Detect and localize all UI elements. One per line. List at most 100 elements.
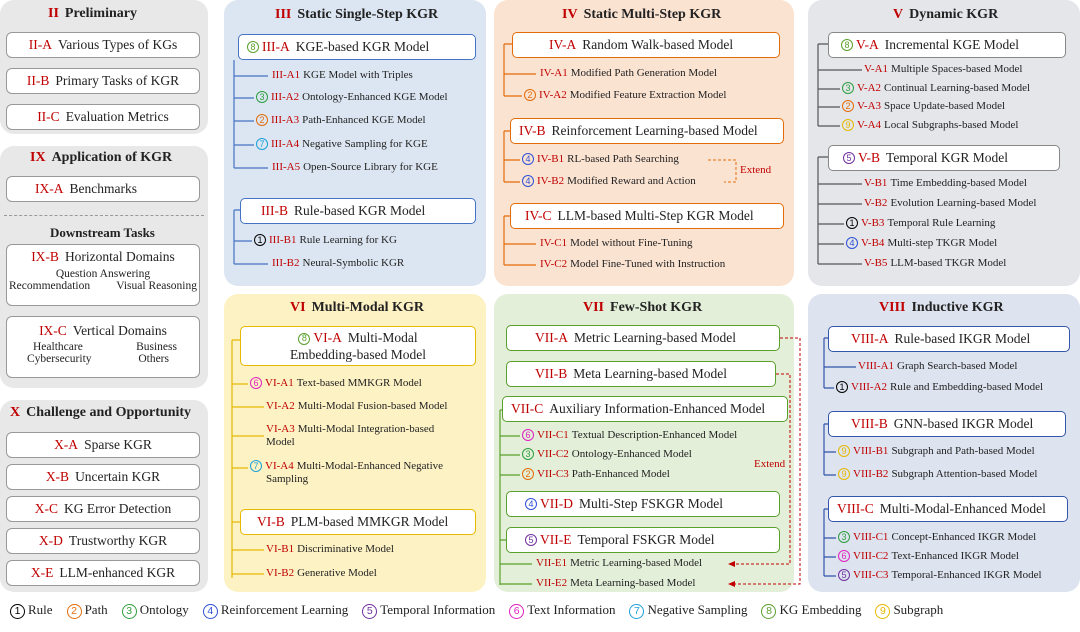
item-V-A1: V-A1 Multiple Spaces-based Model (864, 63, 1023, 75)
item-V-A4: 9 V-A4 Local Subgraphs-based Model (842, 119, 1018, 132)
item-VIII-C3: 5 VIII-C3 Temporal-Enhanced IKGR Model (838, 569, 1042, 582)
box-X-D: X-D Trustworthy KGR (6, 528, 200, 554)
item-III-A3: 2 III-A3 Path-Enhanced KGE Model (256, 114, 426, 127)
box-V-B: 5 V-B Temporal KGR Model (828, 145, 1060, 171)
legend-negative-sampling: 7 Negative Sampling (629, 602, 747, 619)
item-VI-B1: VI-B1 Discriminative Model (266, 543, 394, 555)
reinforcement-learning-icon: 4 (522, 153, 534, 166)
item-IV-C2: IV-C2 Model Fine-Tuned with Instruction (540, 258, 726, 270)
box-VIII-A: VIII-A Rule-based IKGR Model (828, 326, 1070, 352)
box-II-A: II-A Various Types of KGs (6, 32, 200, 58)
box-IX-B: IX-B Horizontal Domains Question Answerin… (6, 244, 200, 306)
path-icon: 2 (524, 89, 536, 102)
rule-icon: 1 (846, 217, 858, 230)
box-X-B: X-B Uncertain KGR (6, 464, 200, 490)
item-VIII-C2: 6 VIII-C2 Text-Enhanced IKGR Model (838, 550, 1019, 563)
item-III-A4: 7 III-A4 Negative Sampling for KGE (256, 138, 428, 151)
challenge-title: X Challenge and Opportunity (10, 405, 192, 420)
item-VI-A1: 6 VI-A1 Text-based MMKGR Model (250, 377, 422, 390)
s5-title: V Dynamic KGR (893, 7, 999, 22)
ontology-icon: 3 (838, 531, 850, 544)
subgraph-icon: 9 (838, 468, 850, 481)
item-VII-E2: VII-E2 Meta Learning-based Model (536, 577, 696, 589)
s8-title: VIII Inductive KGR (879, 300, 1004, 315)
box-X-A: X-A Sparse KGR (6, 432, 200, 458)
path-icon: 2 (522, 468, 534, 481)
kg-embedding-icon: 8 (247, 41, 259, 53)
item-V-B4: 4 V-B4 Multi-step TKGR Model (846, 237, 997, 250)
item-IV-A1: IV-A1 Modified Path Generation Model (540, 67, 718, 79)
box-VI-B: VI-B PLM-based MMKGR Model (240, 509, 476, 535)
item-VIII-B1: 9 VIII-B1 Subgraph and Path-based Model (838, 445, 1035, 458)
box-VIII-C: VIII-C Multi-Modal-Enhanced Model (828, 496, 1068, 522)
item-V-B1: V-B1 Time Embedding-based Model (864, 177, 1027, 189)
temporal-information-icon: 5 (362, 603, 378, 619)
item-VII-C1: 6 VII-C1 Textual Description-Enhanced Mode… (522, 429, 737, 442)
legend-rule: 1 Rule (10, 602, 53, 619)
subgraph-icon: 9 (838, 445, 850, 458)
item-III-A5: III-A5 Open-Source Library for KGE (272, 161, 438, 173)
text-information-icon: 6 (509, 603, 525, 619)
item-IV-B1: 4 IV-B1 RL-based Path Searching (522, 153, 679, 166)
reinforcement-learning-icon: 4 (522, 175, 534, 188)
box-VII-A: VII-A Metric Learning-based Model (506, 325, 780, 351)
extend-label-iv: Extend (740, 164, 772, 176)
box-VI-A: 8 VI-A Multi-Modal Embedding-based Model (240, 326, 476, 366)
item-IV-C1: IV-C1 Model without Fine-Tuning (540, 237, 693, 249)
item-V-B5: V-B5 LLM-based TKGR Model (864, 257, 1007, 269)
kg-embedding-icon: 8 (761, 603, 777, 619)
kg-embedding-icon: 8 (841, 39, 853, 51)
legend-kg-embedding: 8 KG Embedding (761, 602, 861, 619)
reinforcement-learning-icon: 4 (846, 237, 858, 250)
item-IV-B2: 4 IV-B2 Modified Reward and Action (522, 175, 696, 188)
text-information-icon: 6 (250, 377, 262, 390)
ontology-icon: 3 (256, 91, 268, 104)
temporal-information-icon: 5 (843, 152, 855, 164)
rule-icon: 1 (10, 603, 25, 619)
application-title: IX Application of KGR (30, 150, 173, 165)
item-III-B2: III-B2 Neural-Symbolic KGR (272, 257, 405, 269)
box-VII-D: 4 VII-D Multi-Step FSKGR Model (506, 491, 780, 517)
kg-embedding-icon: 8 (298, 332, 311, 345)
item-VIII-C1: 3 VIII-C1 Concept-Enhanced IKGR Model (838, 531, 1036, 544)
item-VII-C2: 3 VII-C2 Ontology-Enhanced Model (522, 448, 692, 461)
negative-sampling-icon: 7 (250, 460, 262, 473)
negative-sampling-icon: 7 (629, 603, 645, 619)
ontology-icon: 3 (842, 82, 854, 95)
item-VI-A3: VI-A3 Multi-Modal Integration-based Model (266, 423, 435, 448)
path-icon: 2 (256, 114, 268, 127)
ontology-icon: 3 (121, 603, 137, 619)
box-IX-C: IX-C Vertical Domains Healthcare Business … (6, 316, 200, 378)
s6-title: VI Multi-Modal KGR (290, 300, 424, 315)
item-VIII-B2: 9 VIII-B2 Subgraph Attention-based Model (838, 468, 1037, 481)
box-X-E: X-E LLM-enhanced KGR (6, 560, 200, 586)
path-icon: 2 (842, 100, 854, 113)
preliminary-title: II Preliminary (48, 6, 137, 21)
box-IV-C: IV-C LLM-based Multi-Step KGR Model (510, 203, 784, 229)
s3-title: III Static Single-Step KGR (275, 7, 439, 22)
box-II-C: II-C Evaluation Metrics (6, 104, 200, 130)
s4-title: IV Static Multi-Step KGR (562, 7, 722, 22)
subgraph-icon: 9 (875, 603, 891, 619)
box-VII-E: 5 VII-E Temporal FSKGR Model (506, 527, 780, 553)
box-III-B: III-B Rule-based KGR Model (240, 198, 476, 224)
text-information-icon: 6 (838, 550, 850, 563)
item-IV-A2: 2 IV-A2 Modified Feature Extraction Model (524, 89, 726, 102)
box-VIII-B: VIII-B GNN-based IKGR Model (828, 411, 1066, 437)
text-information-icon: 6 (522, 429, 534, 442)
legend-ontology: 3 Ontology (121, 602, 189, 619)
downstream-divider (4, 215, 204, 216)
reinforcement-learning-icon: 4 (525, 498, 537, 510)
item-III-A1: III-A1 KGE Model with Triples (272, 69, 413, 81)
reinforcement-learning-icon: 4 (202, 603, 218, 619)
item-III-B1: 1 III-B1 Rule Learning for KG (254, 234, 397, 247)
legend-subgraph: 9 Subgraph (875, 602, 943, 619)
legend-reinforcement-learning: 4 Reinforcement Learning (202, 602, 348, 619)
item-V-A3: 2 V-A3 Space Update-based Model (842, 100, 1005, 113)
box-III-A: 8 III-A KGE-based KGR Model (238, 34, 476, 60)
box-II-B: II-B Primary Tasks of KGR (6, 68, 200, 94)
item-V-B3: 1 V-B3 Temporal Rule Learning (846, 217, 995, 230)
item-VIII-A1: VIII-A1 Graph Search-based Model (858, 360, 1018, 372)
temporal-information-icon: 5 (838, 569, 850, 582)
